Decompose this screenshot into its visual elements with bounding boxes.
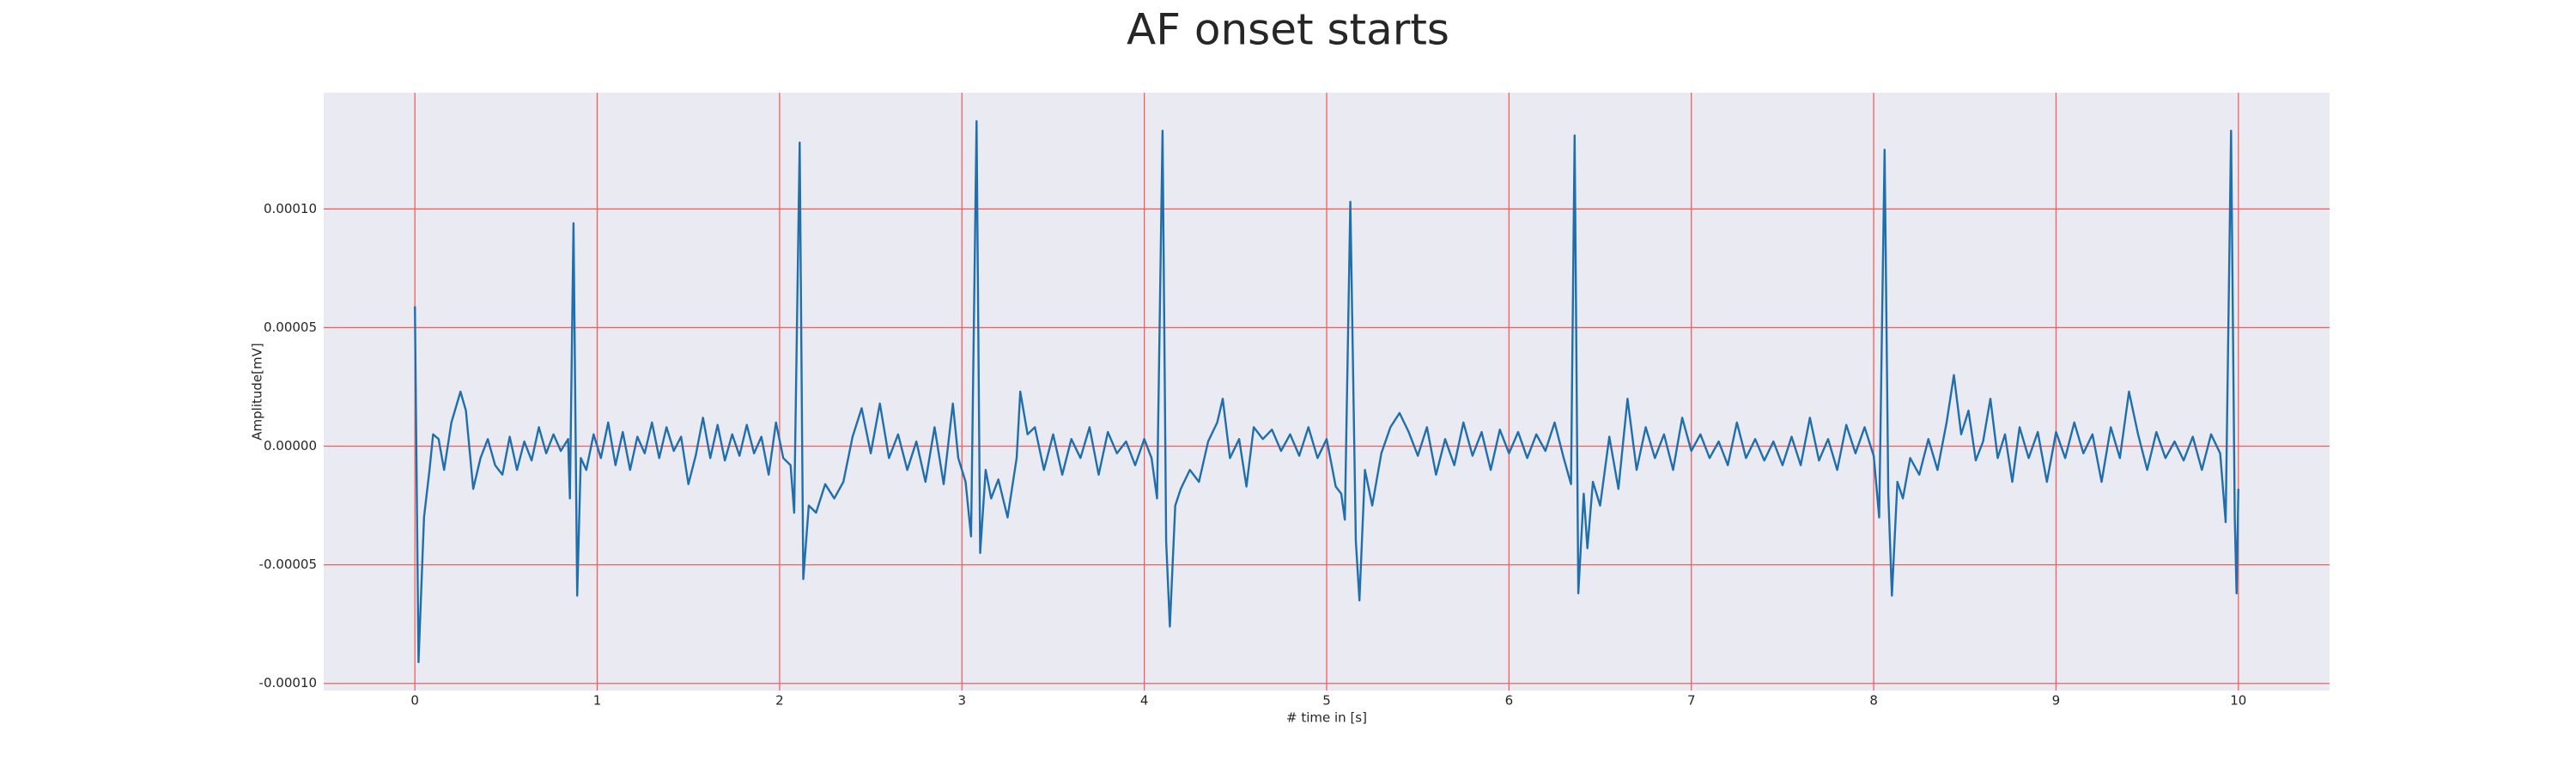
x-tick-label: 10 bbox=[2230, 693, 2246, 709]
x-tick-label: 5 bbox=[1322, 693, 1331, 709]
x-tick-label: 2 bbox=[775, 693, 784, 709]
data-line bbox=[414, 119, 2239, 664]
x-tick-label: 8 bbox=[1869, 693, 1878, 709]
y-tick-label: 0.00000 bbox=[264, 438, 317, 453]
x-axis-label: # time in [s] bbox=[1286, 710, 1367, 726]
y-tick-label: -0.00010 bbox=[259, 675, 317, 691]
x-tick-label: 7 bbox=[1687, 693, 1696, 709]
x-tick-label: 4 bbox=[1140, 693, 1149, 709]
y-tick-label: -0.00005 bbox=[259, 557, 317, 572]
chart-title: AF onset starts bbox=[1127, 5, 1449, 55]
x-tick-label: 1 bbox=[593, 693, 602, 709]
x-tick-label: 3 bbox=[957, 693, 966, 709]
y-axis-label: Amplitude[mV] bbox=[250, 343, 265, 440]
x-tick-label: 0 bbox=[410, 693, 419, 709]
y-tick-label: 0.00010 bbox=[264, 201, 317, 216]
x-tick-label: 9 bbox=[2052, 693, 2061, 709]
x-tick-label: 6 bbox=[1505, 693, 1514, 709]
y-tick-label: 0.00005 bbox=[264, 320, 317, 335]
